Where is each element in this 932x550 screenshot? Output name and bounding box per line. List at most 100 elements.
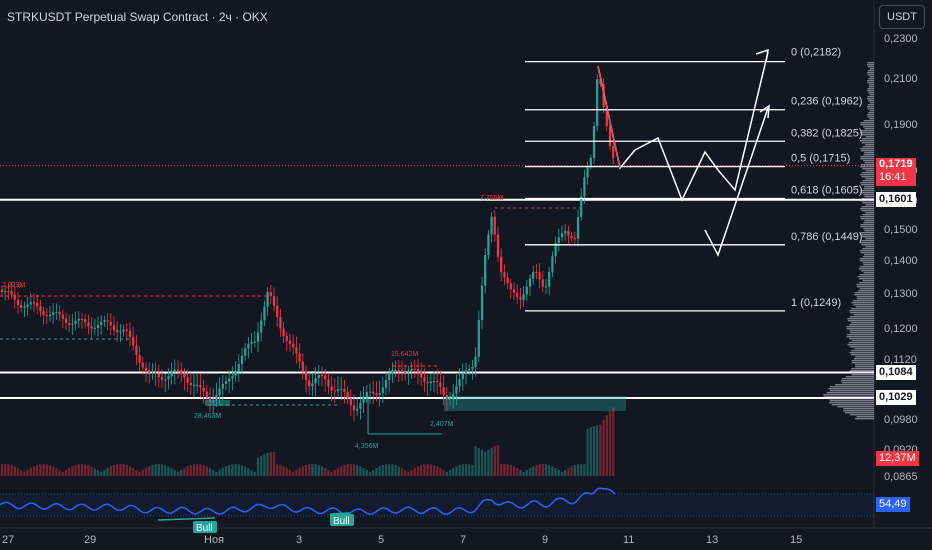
fib-label: 0,786 (0,1449) [791, 231, 863, 243]
demand-zone [205, 400, 230, 406]
price-tag: 0,1719 16:41 [876, 157, 916, 186]
candle-body [368, 391, 372, 393]
candle-body [224, 381, 228, 384]
candle-body [279, 317, 282, 329]
volume-bar [349, 464, 352, 476]
volume-bar [500, 464, 503, 476]
candle-body [292, 343, 295, 348]
volume-bar [128, 466, 132, 476]
candle-body [352, 405, 356, 411]
candle-body [512, 289, 516, 293]
candle-body [122, 329, 125, 332]
candle-body [100, 321, 103, 325]
volume-bar [112, 464, 116, 476]
candle-body [471, 367, 474, 370]
volume-bar [372, 469, 375, 476]
volume-bar [157, 464, 160, 476]
volume-bar [314, 464, 317, 476]
candle-body [221, 383, 224, 389]
volume-bar [420, 465, 423, 476]
candle-body [16, 299, 20, 306]
volume-bar [215, 471, 218, 476]
candle-body [215, 395, 218, 401]
volume-bar [109, 466, 112, 476]
candle-body [96, 324, 100, 328]
candle-body [343, 388, 346, 392]
candle-body [144, 367, 148, 371]
volume-bar [119, 464, 122, 476]
candle-body [132, 336, 135, 346]
volume-bar [580, 464, 583, 476]
candle-body [388, 373, 391, 380]
candle-body [285, 336, 288, 341]
candle-body [580, 196, 583, 218]
volume-bar [240, 465, 244, 476]
volume-bar [116, 464, 119, 476]
candle-body [218, 388, 221, 396]
volume-bar [557, 469, 560, 476]
candle-body [596, 79, 599, 126]
volume-annotation: 28,463M [194, 413, 221, 420]
candle-body [564, 230, 567, 234]
price-tick: 0,2300 [884, 33, 918, 45]
volume-bar [106, 467, 109, 476]
candle-body [506, 277, 509, 284]
candle-body [116, 330, 119, 333]
candle-body [228, 378, 231, 382]
candle-body [519, 297, 522, 300]
candle-body [586, 166, 589, 178]
fib-label: 0,5 (0,1715) [791, 153, 850, 165]
volume-bar [352, 464, 356, 476]
volume-bar [173, 470, 176, 476]
candles [0, 73, 615, 422]
candle-body [253, 341, 256, 343]
volume-annotation: 15,642M [391, 351, 418, 358]
candle-body [288, 340, 292, 344]
candle-body [487, 234, 490, 256]
volume-bar [96, 470, 100, 476]
volume-bar [298, 467, 301, 476]
candle-body [346, 391, 349, 399]
candle-body [429, 381, 432, 384]
volume-bar [247, 468, 250, 476]
volume-bar [599, 424, 602, 476]
candle-body [420, 372, 423, 378]
volume-bar [381, 465, 384, 476]
rsi-value-tag: 54,49 [876, 497, 910, 512]
candle-body [32, 302, 36, 304]
candle-body [164, 379, 167, 381]
volume-annotation: 2,407M [430, 421, 454, 428]
volume-bar [4, 464, 7, 476]
volume-bar [205, 466, 208, 476]
candle-body [135, 345, 138, 356]
candle-body [317, 375, 320, 379]
volume-bar [160, 464, 164, 476]
volume-bar [551, 466, 554, 476]
candle-body [503, 272, 506, 278]
volume-bar [330, 471, 333, 476]
volume-bar [151, 464, 154, 476]
time-tick: Ноя [204, 534, 224, 546]
candle-body [301, 361, 304, 371]
volume-bar [426, 464, 429, 476]
volume-bar [394, 465, 397, 476]
volume-bar [356, 465, 359, 476]
time-tick: 13 [706, 534, 718, 546]
volume-bar [567, 468, 570, 476]
candle-body [106, 320, 109, 322]
projection-path [597, 51, 769, 202]
candle-body [263, 306, 266, 321]
candle-body [87, 322, 90, 327]
candle-body [71, 323, 74, 325]
candle-body [400, 370, 404, 372]
candle-body [119, 331, 122, 333]
volume-bar [260, 455, 263, 476]
candle-body [330, 386, 333, 391]
candle-body [36, 302, 39, 307]
volume-bar [525, 469, 528, 476]
volume-bar [84, 464, 87, 476]
candle-body [365, 392, 368, 397]
volume-bar [519, 469, 522, 476]
currency-button[interactable]: USDT [879, 5, 925, 29]
